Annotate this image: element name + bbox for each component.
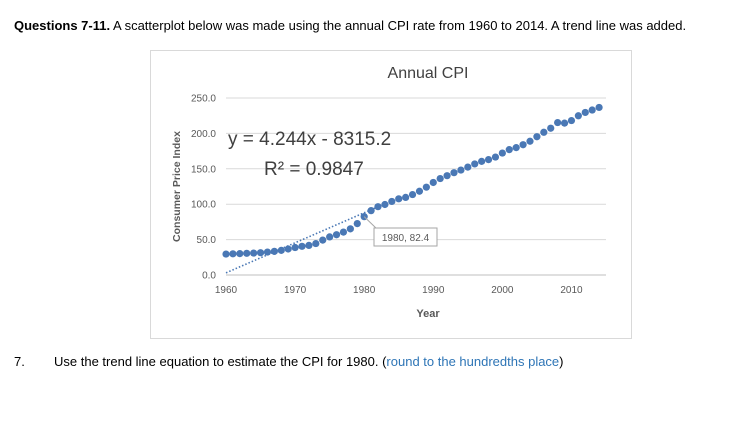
y-tick-label: 200.0 — [191, 129, 216, 140]
data-point — [422, 183, 430, 191]
data-point — [560, 119, 569, 127]
question-number: 7. — [14, 354, 25, 369]
data-point — [588, 106, 596, 114]
data-point — [222, 250, 230, 258]
annotation-box — [373, 227, 438, 247]
data-point — [540, 128, 548, 136]
data-point — [526, 137, 534, 145]
data-point — [305, 241, 313, 250]
x-tick-label: 1990 — [422, 285, 445, 296]
data-point — [595, 103, 603, 112]
chart-title: Annual CPI — [388, 65, 469, 82]
data-point — [491, 153, 500, 161]
y-tick-label: 100.0 — [191, 200, 216, 211]
x-axis-title: Year — [416, 308, 440, 320]
data-point — [236, 250, 244, 258]
scatter-chart: Annual CPI 0.0 50.0 100.0 150.0 200.0 250.0 196… — [171, 65, 606, 320]
data-point — [450, 169, 458, 177]
intro-text: Questions 7-11. A scatterplot below was … — [14, 18, 686, 33]
y-tick-label: 250.0 — [191, 94, 216, 105]
data-point — [298, 242, 306, 250]
data-point — [395, 195, 403, 203]
x-tick-label: 1970 — [284, 285, 307, 296]
question-7: 7. Use the trend line equation to estimat… — [14, 354, 564, 369]
data-point — [471, 160, 479, 168]
data-point — [339, 228, 348, 236]
data-point — [408, 190, 417, 199]
data-point — [533, 133, 541, 141]
data-point — [464, 163, 472, 171]
annotation-label: 1980, 82.4 — [382, 233, 430, 244]
trend-r-squared: R² = 0.9847 — [264, 159, 364, 180]
data-point — [581, 108, 589, 117]
x-tick-label: 1960 — [215, 285, 238, 296]
data-point — [256, 249, 265, 257]
data-point — [353, 219, 361, 228]
data-point — [332, 231, 341, 239]
x-tick-label: 1980 — [353, 285, 376, 296]
data-point — [402, 193, 410, 202]
x-tick-label: 2000 — [491, 285, 514, 296]
data-point — [277, 246, 285, 254]
data-point — [388, 197, 396, 206]
data-point — [346, 225, 354, 233]
data-point — [319, 236, 327, 244]
question-hint: round to the hundredths place — [386, 354, 560, 369]
data-point — [574, 112, 582, 120]
data-point — [554, 118, 562, 127]
data-point — [312, 239, 320, 248]
data-point — [291, 243, 299, 252]
data-point — [229, 250, 237, 258]
data-point — [250, 249, 258, 257]
chart-frame: Annual CPI 0.0 50.0 100.0 150.0 200.0 250.0 196… — [150, 50, 632, 339]
data-point — [519, 141, 527, 149]
data-point — [367, 207, 375, 215]
data-point — [415, 187, 424, 195]
data-point — [429, 178, 437, 187]
data-point — [443, 172, 451, 180]
intro-bold-prefix: Questions 7-11. — [14, 18, 111, 33]
data-point — [457, 166, 465, 174]
data-point — [243, 249, 251, 257]
y-tick-label: 0.0 — [202, 271, 216, 282]
data-point — [263, 248, 272, 256]
y-axis-title: Consumer Price Index — [171, 131, 183, 242]
data-point — [547, 124, 555, 132]
data-point — [505, 146, 513, 154]
y-tick-label: 150.0 — [191, 164, 216, 175]
data-point — [326, 233, 334, 241]
data-point — [270, 247, 278, 255]
question-text: Use the trend line equation to estimate … — [54, 354, 387, 369]
data-point — [484, 155, 493, 164]
intro-body: A scatterplot below was made using the a… — [113, 18, 687, 33]
x-tick-label: 2010 — [560, 285, 583, 296]
data-point — [284, 245, 292, 253]
data-point — [374, 203, 382, 211]
question-close: ) — [559, 354, 564, 369]
data-point — [512, 144, 520, 152]
data-point — [567, 116, 576, 125]
data-point — [381, 200, 389, 209]
y-tick-label: 50.0 — [197, 235, 217, 246]
trend-equation: y = 4.244x - 8315.2 — [228, 129, 391, 150]
data-point — [436, 174, 444, 183]
data-point — [478, 157, 486, 165]
data-point — [498, 149, 506, 157]
